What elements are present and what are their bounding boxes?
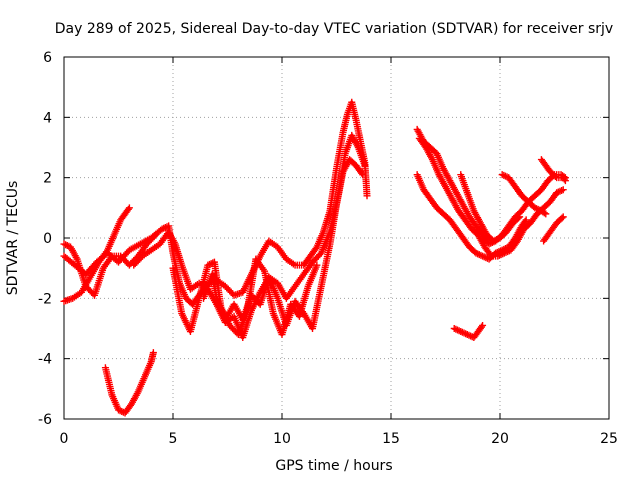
data-point-marker: [521, 217, 529, 225]
x-tick-label: 15: [382, 431, 400, 447]
series-track-f: [200, 131, 369, 323]
series-track-k: [457, 171, 524, 245]
data-point-marker: [558, 214, 566, 222]
data-point-marker: [124, 205, 132, 213]
data-point-marker: [125, 204, 133, 212]
data-point-marker: [540, 209, 548, 217]
y-tick-label: -4: [38, 352, 52, 368]
data-point-marker: [363, 192, 371, 200]
data-point-marker: [358, 169, 366, 177]
data-point-marker: [551, 172, 559, 180]
series-track-o: [450, 321, 487, 342]
data-point-marker: [522, 216, 530, 224]
series-track-g: [101, 349, 157, 417]
data-point-marker: [63, 242, 71, 250]
data-point-marker: [559, 186, 567, 194]
series-track-j: [413, 171, 530, 263]
chart-title: Day 289 of 2025, Sidereal Day-to-day VTE…: [55, 21, 613, 37]
data-point-marker: [361, 162, 369, 170]
y-axis-label: SDTVAR / TECUs: [5, 181, 21, 296]
data-point-marker: [150, 232, 158, 240]
data-point-marker: [561, 177, 569, 185]
series-track-n: [537, 156, 569, 185]
x-tick-label: 25: [600, 431, 618, 447]
x-tick-label: 0: [60, 431, 69, 447]
series-track-h: [413, 125, 569, 248]
x-axis-tick-labels: 0 5 10 15 20 25: [60, 431, 618, 447]
y-tick-label: 2: [43, 171, 52, 187]
data-point-marker: [152, 231, 160, 239]
data-point-marker: [149, 349, 157, 357]
data-point-marker: [359, 171, 367, 179]
data-point-marker: [479, 321, 487, 329]
data-point-marker: [559, 213, 567, 221]
x-tick-label: 20: [491, 431, 509, 447]
series-track-m: [540, 213, 567, 245]
data-point-marker: [542, 210, 550, 218]
data-point-marker: [560, 175, 568, 183]
data-point-marker: [477, 323, 485, 331]
y-tick-label: -2: [38, 291, 52, 307]
data-points: [60, 98, 569, 417]
axis-ticks: [63, 56, 610, 420]
x-axis-label: GPS time / hours: [275, 458, 392, 474]
y-tick-label: -6: [38, 412, 52, 428]
data-point-marker: [313, 261, 321, 269]
data-point-marker: [516, 213, 524, 221]
y-tick-label: 6: [43, 50, 52, 66]
x-tick-label: 5: [169, 431, 178, 447]
y-tick-label: 4: [43, 110, 52, 126]
data-point-marker: [514, 214, 522, 222]
series-track-l: [498, 171, 550, 218]
y-axis-tick-labels: -6 -4 -2 0 2 4 6: [38, 50, 52, 428]
series-track-d: [60, 231, 160, 299]
y-tick-label: 0: [43, 231, 52, 247]
x-tick-label: 10: [273, 431, 291, 447]
